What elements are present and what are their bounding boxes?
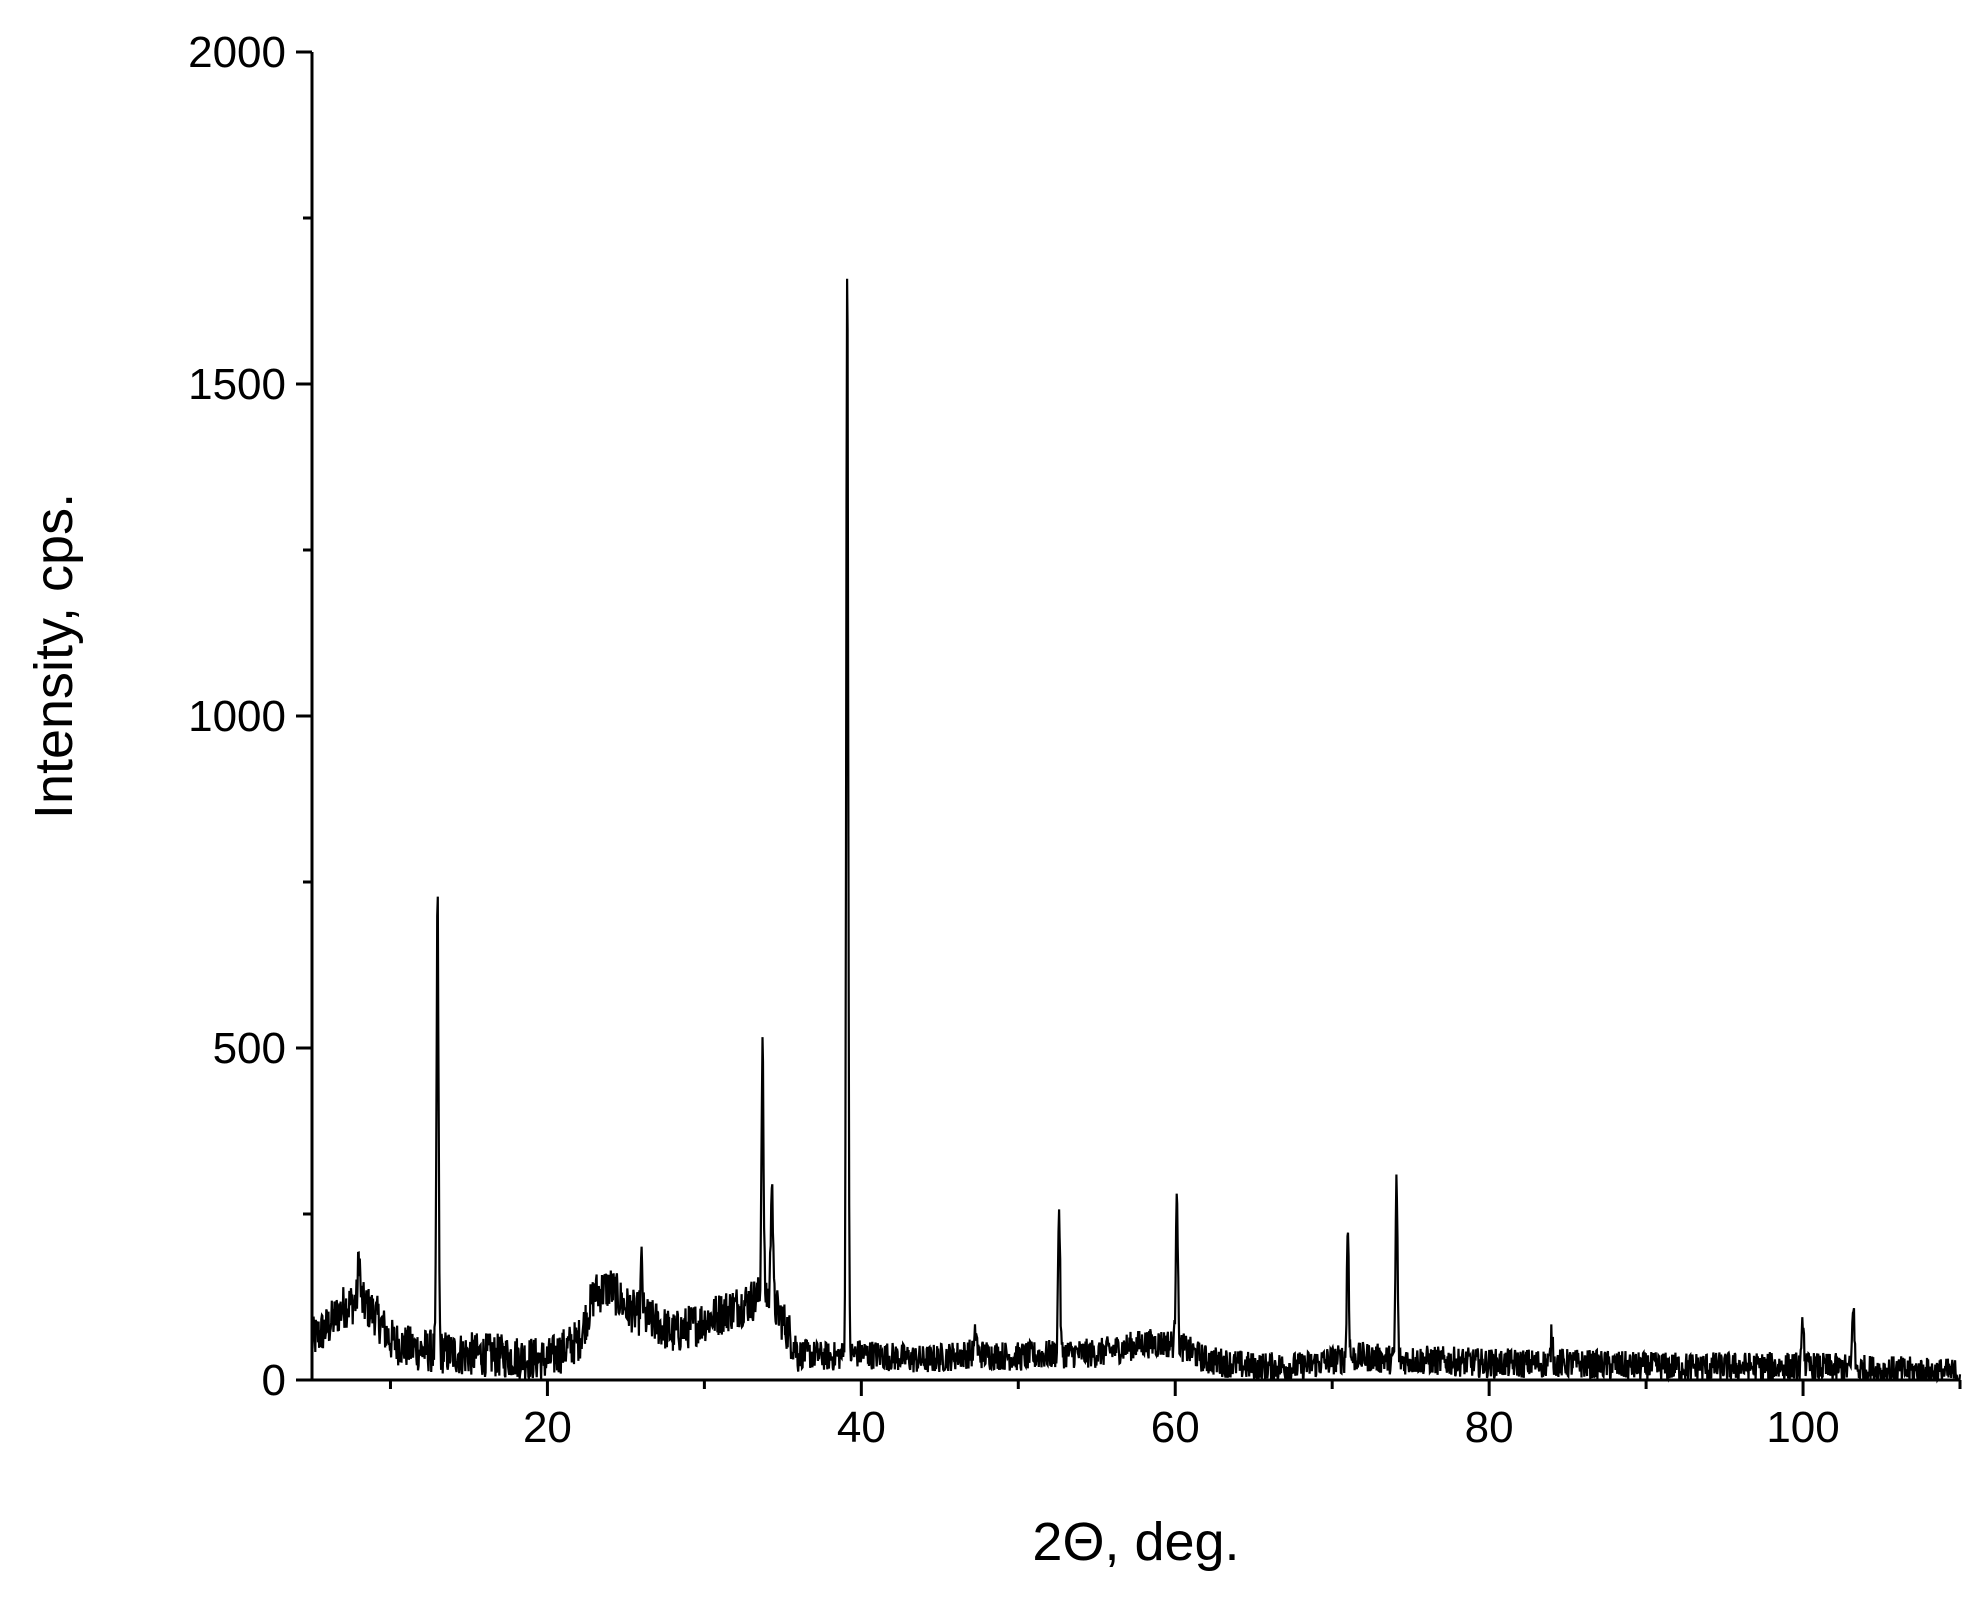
x-axis-title: 2Θ, deg. <box>1032 1512 1239 1572</box>
x-tick-label: 20 <box>523 1403 572 1452</box>
y-axis-title: Intensity, cps. <box>24 493 84 819</box>
plot-area <box>310 278 1962 1384</box>
y-tick-label: 500 <box>213 1024 286 1073</box>
spectrum-line <box>310 278 1962 1384</box>
y-tick-label: 0 <box>262 1356 286 1405</box>
y-tick-label: 2000 <box>188 28 286 77</box>
x-tick-label: 80 <box>1465 1403 1514 1452</box>
x-tick-label: 60 <box>1151 1403 1200 1452</box>
x-tick-label: 40 <box>837 1403 886 1452</box>
y-axis-ticks: 0 500 1000 1500 2000 <box>188 28 312 1405</box>
x-tick-label: 100 <box>1766 1403 1839 1452</box>
y-tick-label: 1500 <box>188 360 286 409</box>
axes: 20 40 60 80 100 0 500 1000 1500 2000 <box>188 28 1962 1452</box>
x-axis-ticks: 20 40 60 80 100 <box>388 1380 1962 1452</box>
y-tick-label: 1000 <box>188 692 286 741</box>
